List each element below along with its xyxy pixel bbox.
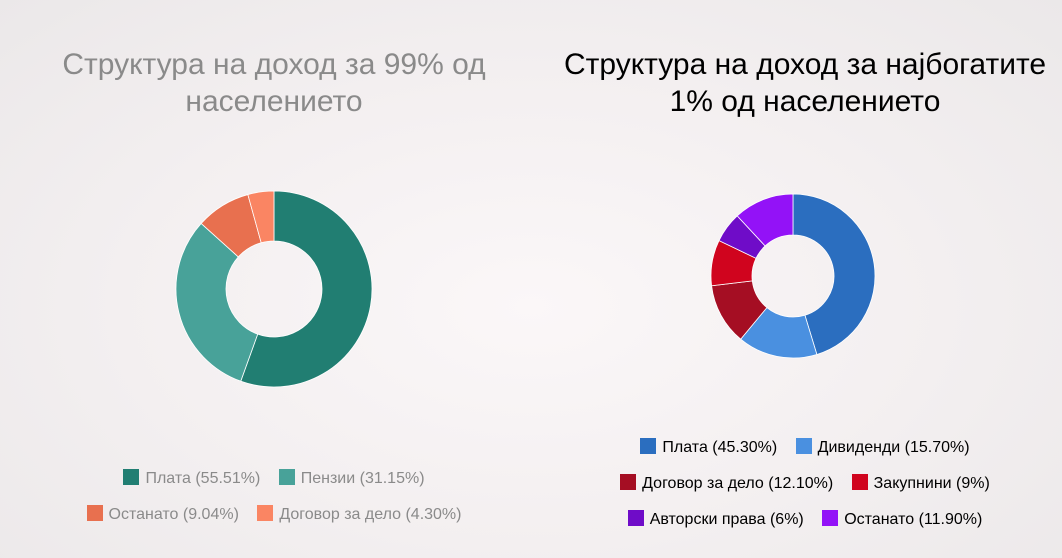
- legend-label: Договор за дело (4.30%): [279, 506, 462, 523]
- legend-label: Пензии (31.15%): [300, 470, 425, 487]
- legend-swatch: [795, 438, 812, 454]
- legend-item-rent[interactable]: Закупнини (9%): [851, 473, 990, 495]
- legend-item-salary[interactable]: Плата (55.51%): [123, 468, 260, 490]
- slice-salary[interactable]: [240, 190, 373, 388]
- legend-item-other[interactable]: Останато (11.90%): [822, 509, 982, 531]
- slice-pensions[interactable]: [175, 222, 259, 382]
- slice-other[interactable]: [736, 193, 794, 247]
- legend-item-pensions[interactable]: Пензии (31.15%): [278, 468, 425, 490]
- slice-salary[interactable]: [792, 193, 876, 355]
- legend-swatch: [257, 505, 274, 521]
- legend-swatch: [640, 438, 657, 454]
- chart-title: Структура на доход за 99% од населението: [62, 48, 486, 118]
- legend-item-salary[interactable]: Плата (45.30%): [640, 437, 777, 459]
- chart-title: Структура на доход за најбогатите 1% од …: [563, 48, 1047, 118]
- chart-panel-99-percent: Структура на доход за 99% од населението…: [0, 48, 548, 540]
- legend-swatch: [627, 510, 644, 526]
- legend-row: Останато (9.04%) Договор за дело (4.30%): [0, 504, 548, 540]
- legend-swatch: [822, 510, 839, 526]
- legend-swatch: [123, 469, 140, 485]
- legend-label: Плата (55.51%): [145, 470, 261, 487]
- legend-label: Плата (45.30%): [662, 439, 778, 456]
- legend-label: Останато (9.04%): [108, 506, 239, 523]
- legend-item-other[interactable]: Останато (9.04%): [86, 504, 239, 526]
- legend-label: Останато (11.90%): [844, 511, 983, 528]
- chart-legend: Плата (55.51%) Пензии (31.15%) Останато …: [0, 468, 548, 540]
- chart-panel-1-percent: Структура на доход за најбогатите 1% од …: [548, 0, 1062, 558]
- legend-item-dividends[interactable]: Дивиденди (15.70%): [795, 437, 970, 459]
- chart-legend: Плата (45.30%) Дивиденди (15.70%) Догово…: [548, 437, 1062, 545]
- legend-label: Дивиденди (15.70%): [817, 439, 970, 456]
- donut-chart: [710, 193, 876, 359]
- legend-swatch: [620, 474, 637, 490]
- legend-swatch: [278, 469, 295, 485]
- legend-swatch: [851, 474, 868, 490]
- legend-item-service-contract[interactable]: Договор за дело (4.30%): [257, 504, 461, 526]
- legend-item-service-contract[interactable]: Договор за дело (12.10%): [620, 473, 833, 495]
- legend-row: Плата (55.51%) Пензии (31.15%): [0, 468, 548, 504]
- donut-chart: [175, 190, 373, 388]
- legend-swatch: [86, 505, 103, 521]
- legend-row: Плата (45.30%) Дивиденди (15.70%): [548, 437, 1062, 473]
- legend-label: Авторски права (6%): [649, 511, 804, 528]
- legend-label: Закупнини (9%): [873, 475, 990, 492]
- legend-row: Договор за дело (12.10%) Закупнини (9%): [548, 473, 1062, 509]
- legend-label: Договор за дело (12.10%): [642, 475, 834, 492]
- legend-row: Авторски права (6%) Останато (11.90%): [548, 509, 1062, 545]
- slice-service-contract[interactable]: [247, 190, 275, 244]
- legend-item-royalties[interactable]: Авторски права (6%): [627, 509, 804, 531]
